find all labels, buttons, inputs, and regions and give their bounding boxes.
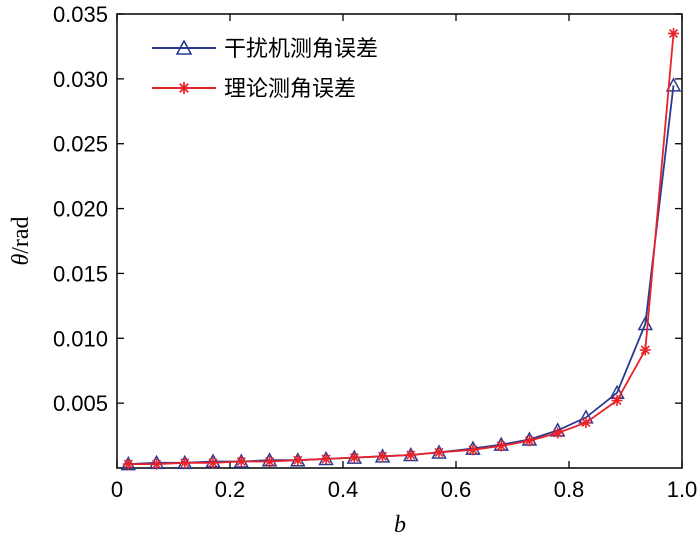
point-marker-asterisk: [377, 450, 389, 462]
legend: 干扰机测角误差 理论测角误差: [152, 37, 378, 102]
series-line: [128, 85, 675, 465]
legend-marker-asterisk: [178, 82, 190, 94]
point-marker-asterisk: [639, 344, 651, 356]
x-tick-label: 0.4: [328, 477, 359, 502]
legend-marker-triangle: [175, 39, 193, 55]
series-jammer: [120, 77, 682, 471]
point-marker-asterisk: [320, 453, 332, 465]
plot-frame: [116, 13, 683, 469]
x-tick-label: 0.8: [554, 477, 585, 502]
x-tick-label: 0.6: [441, 477, 472, 502]
y-tick-label: 0.035: [53, 2, 108, 27]
point-marker-asterisk: [580, 417, 592, 429]
point-marker-asterisk: [179, 457, 191, 469]
series-line: [128, 33, 675, 466]
y-tick-label: 0.005: [53, 391, 108, 416]
axis-ticks: 0 0.2 0.4 0.6 0.8 1.0 0.005 0.010 0.015 0.020 0.02…: [53, 2, 697, 502]
point-marker-asterisk: [348, 452, 360, 464]
legend-label-jammer: 干扰机测角误差: [224, 37, 378, 62]
y-tick-label: 0.015: [53, 261, 108, 286]
y-tick-label: 0.030: [53, 67, 108, 92]
y-axis-symbol: θ: [8, 254, 34, 266]
x-tick-label: 1.0: [667, 477, 698, 502]
point-marker-asterisk: [433, 446, 445, 458]
point-marker-asterisk: [611, 395, 623, 407]
y-axis-unit: /rad: [8, 216, 34, 253]
legend-label-theory: 理论测角误差: [224, 77, 356, 102]
point-marker-asterisk: [264, 456, 276, 468]
point-marker-asterisk: [552, 427, 564, 439]
point-marker-asterisk: [151, 458, 163, 470]
point-marker-asterisk: [207, 457, 219, 469]
y-tick-label: 0.025: [53, 132, 108, 157]
y-tick-label: 0.020: [53, 197, 108, 222]
point-marker-asterisk: [523, 435, 535, 447]
point-marker-asterisk: [235, 456, 247, 468]
point-marker-asterisk: [405, 449, 417, 461]
point-marker-asterisk: [122, 458, 134, 470]
point-marker-asterisk: [495, 440, 507, 452]
x-tick-label: 0: [111, 477, 123, 502]
point-marker-asterisk: [467, 444, 479, 456]
y-axis-label: θ/rad: [8, 216, 34, 265]
x-axis-label: b: [394, 512, 406, 538]
point-marker-triangle: [665, 77, 682, 92]
x-tick-label: 0.2: [215, 477, 246, 502]
series-theory: [122, 27, 680, 470]
series-layer: [120, 27, 682, 471]
point-marker-asterisk: [292, 454, 304, 466]
point-marker-asterisk: [668, 27, 680, 39]
y-tick-label: 0.010: [53, 326, 108, 351]
